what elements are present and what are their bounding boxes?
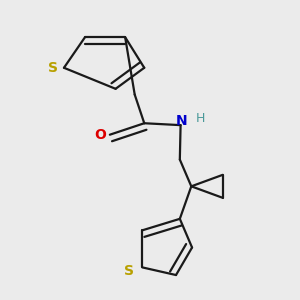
- Text: H: H: [196, 112, 205, 125]
- Text: S: S: [124, 264, 134, 278]
- Text: N: N: [176, 114, 187, 128]
- Text: O: O: [94, 128, 106, 142]
- Text: S: S: [48, 61, 58, 75]
